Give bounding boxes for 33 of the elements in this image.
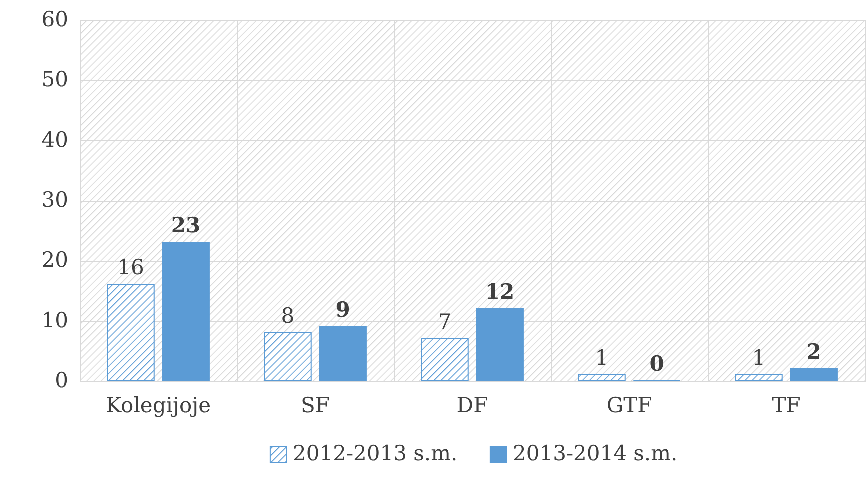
bar (162, 242, 210, 382)
bar (735, 374, 783, 382)
y-tick-label: 20 (42, 248, 68, 272)
bar (264, 332, 312, 382)
y-tick-label: 40 (42, 128, 68, 152)
legend-label: 2013-2014 s.m. (513, 442, 678, 466)
x-tick-label: SF (301, 394, 330, 418)
data-label: 1 (595, 346, 609, 370)
x-tick-label: TF (772, 394, 801, 418)
bar (107, 284, 155, 382)
y-tick-label: 50 (42, 68, 68, 92)
bar (421, 338, 469, 382)
data-label: 23 (171, 212, 201, 238)
x-tick-label: Kolegijoje (106, 394, 212, 418)
data-label: 8 (281, 304, 295, 328)
data-label: 7 (438, 310, 452, 334)
data-label: 9 (336, 296, 350, 322)
data-label: 16 (118, 256, 144, 280)
y-tick-label: 0 (55, 368, 68, 392)
data-label: 0 (650, 351, 664, 376)
legend-label: 2012-2013 s.m. (293, 442, 458, 466)
data-label: 1 (752, 346, 766, 370)
x-tick-label: GTF (606, 394, 652, 418)
y-tick-label: 10 (42, 308, 68, 332)
y-tick-label: 30 (42, 188, 68, 212)
bar (578, 374, 626, 382)
data-label: 12 (485, 278, 515, 304)
bar (319, 326, 367, 382)
data-label: 2 (806, 338, 822, 364)
bar (790, 368, 838, 382)
x-tick-label: DF (456, 394, 488, 418)
bar (476, 308, 524, 382)
y-tick-label: 60 (42, 8, 68, 32)
